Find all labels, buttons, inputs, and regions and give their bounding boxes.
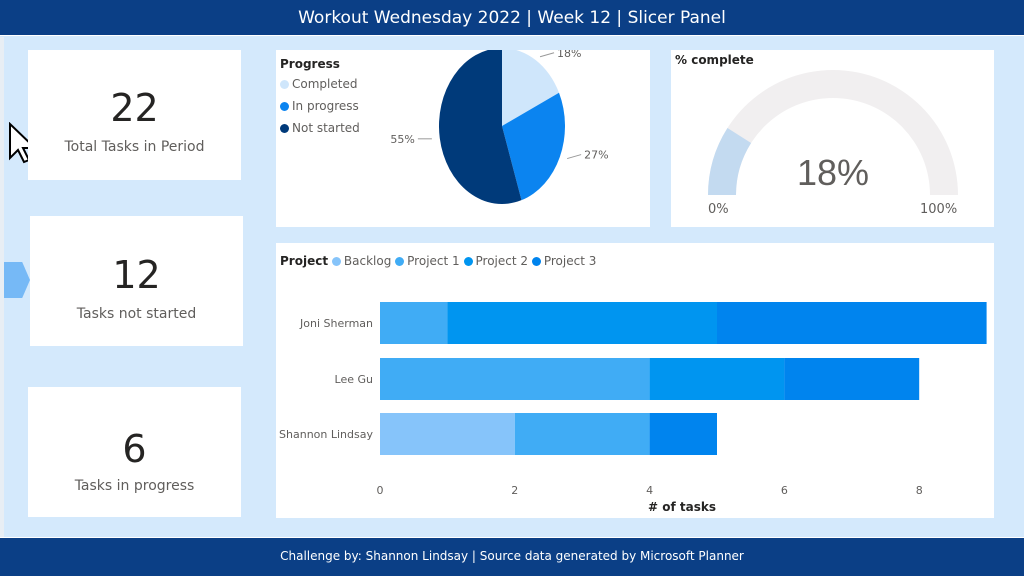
legend-dot (531, 257, 541, 266)
kpi-not-started: 12 Tasks not started (30, 216, 243, 346)
x-tick-label: 8 (916, 484, 923, 497)
bar-segment-project-3 (649, 413, 717, 455)
legend-project-1[interactable]: Project 1 (395, 254, 460, 268)
pie-data-label: 55% (390, 133, 414, 146)
stacked-bar-chart: Joni Sherman Lee Gu Shannon Lindsay 0 2 4 6 8 # … (279, 302, 987, 514)
legend-project-2[interactable]: Project 2 (463, 254, 529, 268)
pie-leader-line (567, 154, 582, 160)
pie-data-label: 18% (557, 50, 581, 60)
x-axis-title: # of tasks (648, 500, 716, 514)
legend-dot (280, 102, 289, 111)
legend-project-3[interactable]: Project 3 (531, 254, 597, 268)
gauge-fill (708, 128, 752, 195)
slicer-panel-expand-icon[interactable] (4, 262, 30, 298)
legend-completed[interactable]: Completed (280, 77, 357, 91)
bar-segment-project-1 (380, 302, 448, 344)
kpi-in-progress: 6 Tasks in progress (28, 387, 241, 517)
legend-dot (463, 257, 473, 266)
pie-chart: 18% 27% 55% (390, 50, 609, 204)
bar-segment-project-2 (447, 302, 717, 344)
bar-segment-project-3 (717, 302, 987, 344)
pie-slice-not-started (439, 50, 522, 204)
category-label: Shannon Lindsay (279, 428, 373, 441)
kpi-value: 12 (112, 253, 161, 297)
pie-slice-completed (502, 50, 560, 126)
bar-legend: Project Backlog Project 1 Project 2 Proj… (280, 254, 596, 268)
category-label: Joni Sherman (299, 317, 373, 330)
report-title: Workout Wednesday 2022 | Week 12 | Slice… (0, 0, 1024, 36)
legend-dot (331, 257, 341, 266)
legend-label: Completed (292, 77, 358, 91)
kpi-value: 22 (110, 86, 159, 130)
legend-dot (280, 124, 289, 133)
kpi-label: Total Tasks in Period (64, 139, 205, 155)
legend-dot (280, 80, 289, 89)
pie-title: Progress (280, 57, 340, 71)
legend-label: In progress (292, 99, 359, 113)
gauge-max-label: 100% (920, 202, 958, 217)
x-tick-label: 2 (511, 484, 518, 497)
pie-slice-in-progress (502, 92, 565, 201)
progress-pie-card: Progress Completed In progress Not start… (276, 50, 650, 227)
x-tick-label: 4 (646, 484, 653, 497)
x-tick-label: 6 (781, 484, 788, 497)
pie-data-label: 27% (584, 149, 608, 162)
category-label: Lee Gu (335, 373, 373, 386)
left-edge (0, 37, 4, 537)
bar-segment-project-3 (784, 358, 920, 400)
percent-complete-gauge-card: % complete 18% 0% 100% (671, 50, 994, 227)
gauge-chart (708, 70, 958, 195)
bar-segment-project-1 (380, 358, 650, 400)
bar-segment-backlog (380, 413, 515, 455)
legend-in-progress[interactable]: In progress (280, 99, 359, 113)
pie-leader-line (539, 52, 555, 58)
legend-label: Not started (292, 121, 360, 135)
legend-label: Project 3 (543, 254, 597, 268)
legend-backlog[interactable]: Backlog (331, 254, 392, 268)
footer-credit: Challenge by: Shannon Lindsay | Source d… (0, 537, 1024, 576)
kpi-value: 6 (122, 427, 147, 471)
x-tick-label: 0 (377, 484, 384, 497)
kpi-label: Tasks in progress (74, 478, 195, 494)
tasks-by-person-bar-card: Project Backlog Project 1 Project 2 Proj… (276, 243, 994, 518)
legend-title: Project (280, 254, 329, 268)
gauge-min-label: 0% (708, 202, 729, 217)
legend-not-started[interactable]: Not started (280, 121, 360, 135)
legend-label: Backlog (343, 254, 392, 268)
kpi-total-tasks: 22 Total Tasks in Period (28, 50, 241, 180)
legend-label: Project 2 (475, 254, 529, 268)
gauge-track (708, 70, 958, 195)
gauge-title: % complete (675, 53, 754, 67)
legend-dot (395, 257, 405, 266)
bar-segment-project-2 (649, 358, 785, 400)
gauge-value: 18% (796, 152, 870, 193)
legend-label: Project 1 (407, 254, 460, 268)
kpi-label: Tasks not started (76, 306, 197, 322)
bar-segment-project-1 (514, 413, 650, 455)
